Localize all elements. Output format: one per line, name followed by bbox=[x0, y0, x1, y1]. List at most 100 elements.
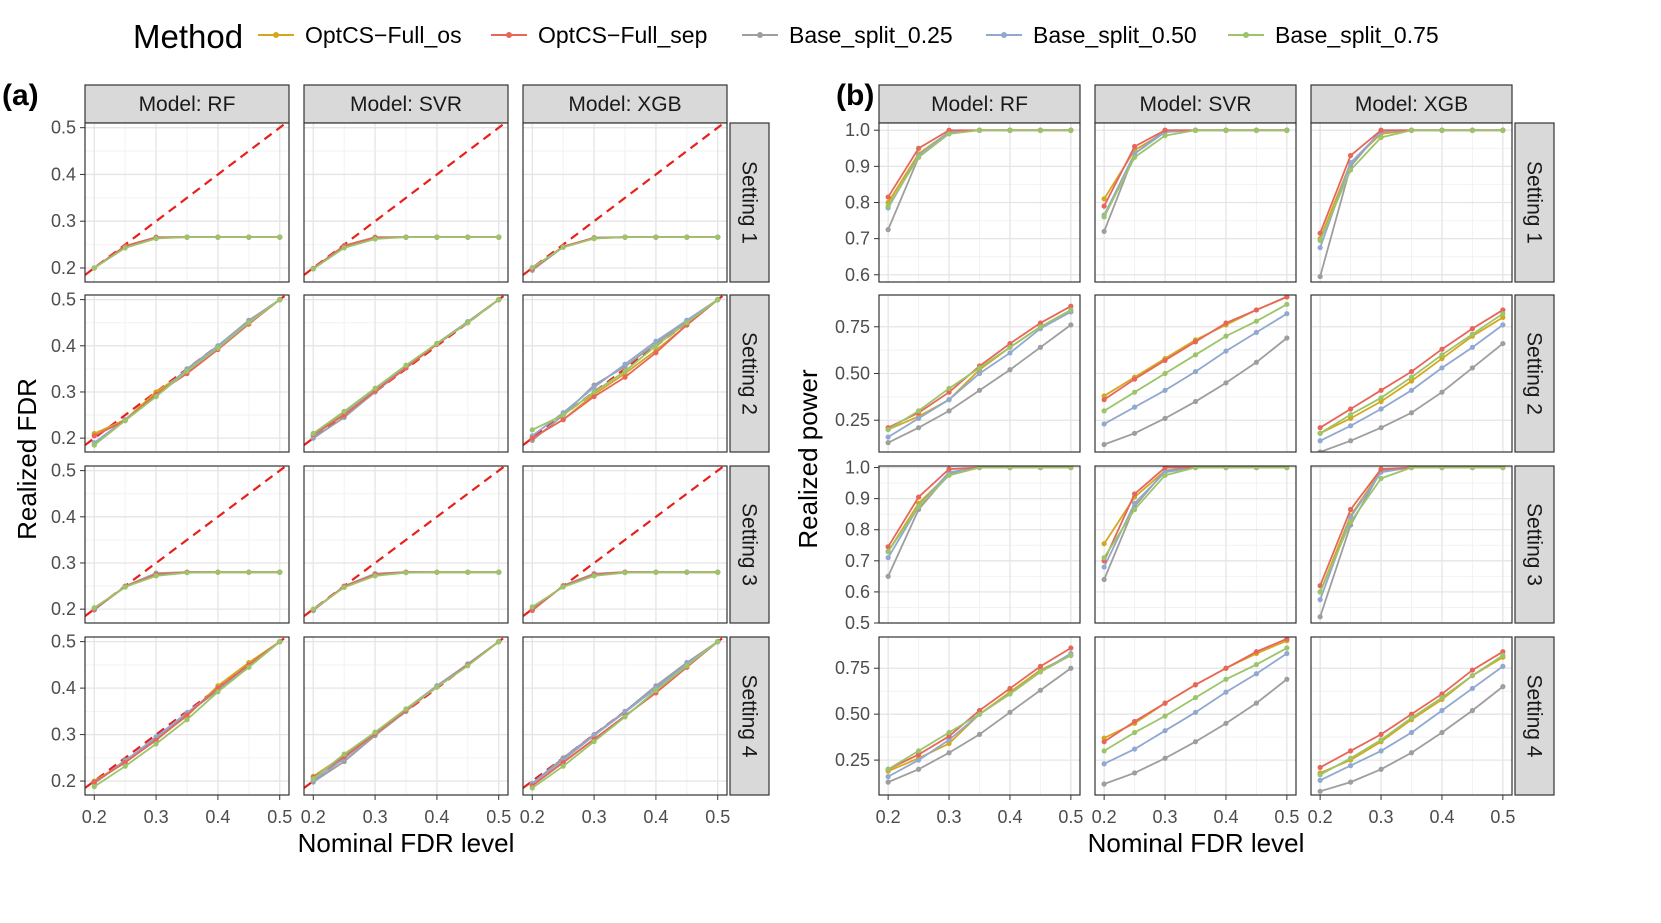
data-point bbox=[560, 763, 566, 769]
data-point bbox=[1007, 340, 1013, 347]
data-point bbox=[1101, 214, 1107, 220]
data-point bbox=[946, 127, 952, 133]
data-point bbox=[341, 412, 347, 418]
data-point bbox=[1131, 151, 1138, 157]
legend-item: Base_split_0.25 bbox=[742, 22, 953, 48]
data-point bbox=[1068, 645, 1074, 651]
x-tick-label: 0.2 bbox=[876, 807, 901, 827]
data-point bbox=[1068, 127, 1074, 133]
data-point bbox=[1101, 739, 1107, 745]
data-point bbox=[1284, 466, 1290, 471]
legend-key-point bbox=[757, 32, 763, 38]
y-tick-label: 1.0 bbox=[845, 458, 870, 478]
data-point bbox=[1068, 665, 1074, 671]
facet-border bbox=[878, 636, 1081, 796]
facet-plot-area bbox=[1101, 466, 1290, 583]
data-point bbox=[1192, 695, 1199, 701]
data-point bbox=[1317, 449, 1323, 452]
data-point bbox=[277, 234, 283, 240]
data-point bbox=[153, 235, 159, 242]
y-tick-label: 0.2 bbox=[51, 771, 76, 791]
data-point bbox=[653, 234, 659, 240]
data-point bbox=[1347, 748, 1354, 754]
data-point bbox=[529, 427, 535, 433]
data-point bbox=[1223, 676, 1229, 682]
legend: Method OptCS−Full_os OptCS−Full_sep Base_s… bbox=[133, 18, 1439, 55]
data-point bbox=[1347, 160, 1354, 166]
x-axis-title: Nominal FDR level bbox=[1088, 828, 1305, 858]
data-point bbox=[1469, 331, 1476, 337]
data-point bbox=[277, 297, 283, 303]
data-point bbox=[885, 774, 891, 780]
data-point bbox=[1131, 154, 1138, 160]
data-point bbox=[1317, 245, 1323, 251]
facet-strip-row bbox=[729, 465, 770, 624]
data-point bbox=[1068, 322, 1074, 328]
data-point bbox=[946, 729, 952, 736]
data-point bbox=[1037, 669, 1044, 675]
data-point bbox=[1469, 326, 1476, 332]
data-point bbox=[153, 573, 159, 579]
facet-strip-row bbox=[1514, 465, 1555, 624]
data-point bbox=[1037, 466, 1044, 471]
facet-border bbox=[522, 465, 728, 624]
facet-panel bbox=[303, 636, 509, 796]
data-point bbox=[91, 779, 97, 785]
facet-plot-area bbox=[523, 466, 726, 617]
data-point bbox=[1317, 597, 1323, 603]
data-point bbox=[1162, 728, 1168, 734]
data-point bbox=[1037, 324, 1044, 330]
data-point bbox=[1162, 387, 1168, 393]
facet-panel bbox=[522, 465, 728, 624]
data-point bbox=[1101, 196, 1107, 202]
data-point bbox=[184, 570, 190, 576]
facet-plot-area bbox=[1317, 307, 1506, 452]
facet-border bbox=[303, 465, 509, 624]
data-point bbox=[715, 639, 721, 645]
data-point bbox=[591, 384, 597, 390]
data-point bbox=[915, 425, 922, 431]
data-point bbox=[1469, 466, 1476, 471]
data-point bbox=[591, 393, 597, 400]
data-point bbox=[1192, 369, 1199, 375]
data-point bbox=[560, 244, 566, 250]
data-point bbox=[1253, 671, 1260, 677]
facet-strip-column bbox=[522, 84, 728, 124]
data-point bbox=[434, 340, 440, 347]
data-point bbox=[1101, 228, 1107, 235]
data-point bbox=[1408, 715, 1415, 721]
data-point bbox=[1192, 339, 1199, 345]
data-point bbox=[1378, 766, 1384, 772]
facet-plot-area bbox=[85, 295, 288, 448]
data-point bbox=[122, 759, 128, 766]
data-point bbox=[341, 408, 347, 414]
facet-strip-column-label: Model: XGB bbox=[1355, 93, 1468, 116]
data-point bbox=[1007, 466, 1013, 471]
data-point bbox=[372, 573, 378, 579]
data-point bbox=[1469, 344, 1476, 350]
y-tick-label: 0.6 bbox=[845, 265, 870, 285]
facet-panel bbox=[878, 465, 1081, 624]
facet-plot-area bbox=[1101, 127, 1290, 235]
data-point bbox=[1500, 663, 1506, 669]
data-point bbox=[496, 234, 502, 240]
data-point bbox=[1378, 398, 1384, 405]
facet-strip-row bbox=[729, 636, 770, 796]
facet-strip-row bbox=[729, 122, 770, 283]
data-point bbox=[1500, 684, 1506, 690]
facet-panel bbox=[303, 465, 509, 624]
facet-strip-row-label: Setting 1 bbox=[738, 161, 761, 244]
x-tick-label: 0.5 bbox=[1490, 807, 1515, 827]
data-point bbox=[1408, 378, 1415, 384]
facet-panel bbox=[1094, 122, 1297, 283]
facet-plot-area bbox=[304, 637, 507, 789]
data-point bbox=[946, 466, 952, 472]
data-point bbox=[1439, 729, 1445, 736]
facet-plot-area bbox=[523, 637, 726, 791]
y-tick-label: 0.5 bbox=[51, 461, 76, 481]
data-point bbox=[1223, 127, 1229, 133]
panel-a-realized-fdr: Model: RF Model: SVR Model: XGB Setting 1 0.… bbox=[12, 84, 770, 858]
data-point bbox=[684, 320, 690, 326]
facet-border bbox=[303, 636, 509, 796]
data-point bbox=[622, 361, 628, 367]
